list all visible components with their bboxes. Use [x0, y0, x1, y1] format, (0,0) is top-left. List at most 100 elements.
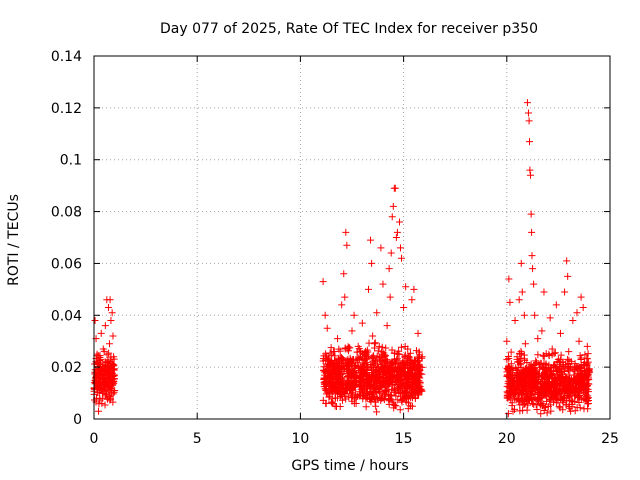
data-point	[99, 375, 107, 383]
data-point	[357, 391, 365, 399]
data-point	[327, 344, 335, 352]
data-point	[571, 366, 579, 374]
data-point	[388, 381, 396, 389]
data-point	[342, 395, 350, 403]
data-point	[567, 407, 575, 415]
data-point	[567, 396, 575, 404]
x-tick-label: 0	[90, 431, 99, 447]
data-point	[107, 394, 115, 402]
data-point	[576, 385, 584, 393]
data-point	[329, 348, 337, 356]
data-point	[550, 362, 558, 370]
data-point	[521, 340, 529, 348]
data-point	[361, 356, 369, 364]
data-point	[391, 363, 399, 371]
data-point	[406, 349, 414, 357]
data-point	[408, 360, 416, 368]
data-point	[332, 369, 340, 377]
data-point	[358, 388, 366, 396]
data-point	[518, 349, 526, 357]
data-point	[402, 395, 410, 403]
data-point	[105, 340, 113, 348]
data-point	[338, 301, 346, 309]
data-point	[324, 357, 332, 365]
data-point	[111, 386, 119, 394]
data-point	[534, 351, 542, 359]
data-point	[546, 387, 554, 395]
data-point	[341, 388, 349, 396]
data-point	[351, 372, 359, 380]
data-point	[540, 288, 548, 296]
data-point	[368, 259, 376, 267]
data-point	[344, 378, 352, 386]
data-point	[374, 347, 382, 355]
y-tick-label: 0.02	[51, 360, 82, 376]
data-point	[504, 410, 512, 418]
data-point	[523, 99, 531, 107]
data-point	[515, 371, 523, 379]
data-point	[512, 386, 520, 394]
data-point	[110, 353, 118, 361]
data-point	[94, 380, 102, 388]
data-point	[352, 399, 360, 407]
plot-frame	[93, 55, 611, 420]
data-point	[554, 355, 562, 363]
data-point	[507, 360, 515, 368]
data-point	[346, 386, 354, 394]
x-tick-label: 20	[498, 431, 516, 447]
data-point	[380, 366, 388, 374]
data-point	[548, 345, 556, 353]
data-point	[563, 385, 571, 393]
data-point	[345, 359, 353, 367]
data-point	[110, 371, 118, 379]
data-point	[358, 319, 366, 327]
data-point	[327, 384, 335, 392]
data-point	[375, 356, 383, 364]
data-point	[408, 380, 416, 388]
data-point	[526, 166, 534, 174]
data-point	[552, 386, 560, 394]
data-point	[380, 367, 388, 375]
x-tick-label: 10	[291, 431, 309, 447]
data-point	[537, 359, 545, 367]
data-point	[545, 350, 553, 358]
data-point	[91, 360, 99, 368]
data-point	[359, 395, 367, 403]
data-point	[377, 396, 385, 404]
data-point	[325, 373, 333, 381]
data-point	[372, 367, 380, 375]
data-point	[528, 395, 536, 403]
data-point	[520, 311, 528, 319]
data-point	[95, 407, 103, 415]
data-point	[418, 363, 426, 371]
data-point	[352, 362, 360, 370]
data-point	[388, 213, 396, 221]
data-point	[93, 385, 101, 393]
axis-ticks	[93, 55, 611, 420]
data-point	[108, 363, 116, 371]
data-point	[556, 363, 564, 371]
data-point	[543, 397, 551, 405]
data-point	[537, 399, 545, 407]
data-point	[507, 348, 515, 356]
data-point	[530, 376, 538, 384]
data-point	[507, 384, 515, 392]
x-axis-label: GPS time / hours	[291, 458, 408, 474]
data-point	[405, 353, 413, 361]
data-point	[379, 374, 387, 382]
data-point	[343, 365, 351, 373]
data-point	[531, 311, 539, 319]
data-point	[559, 374, 567, 382]
data-point	[579, 304, 587, 312]
data-point	[516, 376, 524, 384]
data-point	[385, 396, 393, 404]
data-point	[507, 396, 515, 404]
data-point	[339, 356, 347, 364]
data-point	[558, 386, 566, 394]
data-point	[528, 364, 536, 372]
data-point	[415, 383, 423, 391]
data-point	[536, 388, 544, 396]
data-point	[389, 358, 397, 366]
data-point	[389, 202, 397, 210]
data-point	[105, 349, 113, 357]
